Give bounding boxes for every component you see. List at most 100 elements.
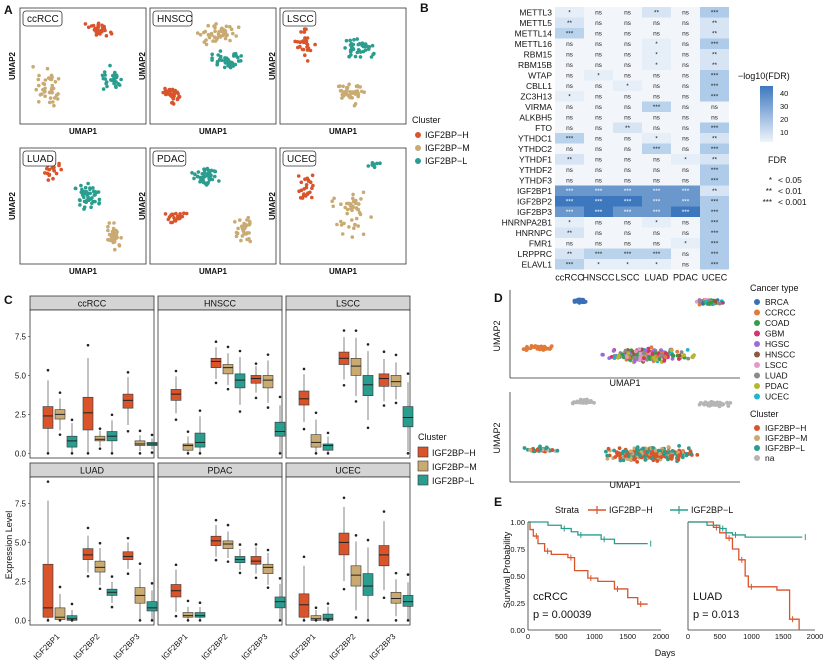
surv-pval: p = 0.00039 [533,609,591,621]
d-point [635,447,639,451]
outlier [70,452,74,455]
outlier [342,383,346,387]
umap-point [170,212,174,217]
umap-point [47,100,52,105]
outlier [46,452,50,455]
heatmap-cell [555,112,584,123]
heatmap-sig: *** [566,188,574,195]
heatmap-sig: ns [566,146,574,153]
umap-point [372,51,376,56]
heatmap-cell [613,164,642,175]
umap-point [229,27,234,32]
heatmap-cell [642,259,671,270]
umap-point [351,199,356,204]
heatmap-sig: * [655,41,658,48]
umap-point [210,58,214,62]
outlier [98,541,102,545]
strata-L: IGF2BP−L [691,505,733,515]
umap-point [94,33,99,37]
box [310,434,322,448]
c-legend-key [417,460,429,472]
outlier [150,451,154,454]
umap-point [43,171,47,175]
d-point [645,450,650,455]
heatmap-cell [613,133,642,144]
umap-point [217,30,221,34]
umap-point [99,28,104,33]
heatmap-cell [700,28,729,39]
heatmap-cell [671,196,700,207]
heatmap-sig: *** [711,199,719,206]
gene-tick: IGF2BP3 [112,632,142,661]
surv-ytick: 1.00 [510,518,525,527]
heatmap-sig: *** [711,251,719,258]
umap-point [234,34,238,38]
umap-point [88,186,92,190]
heatmap-sig: * [568,10,571,17]
umap-point [101,87,106,91]
heatmap-cell [613,70,642,81]
d-point [671,354,676,358]
c-legend-label: IGF2BP−M [432,462,477,472]
heatmap-cell [613,143,642,154]
outlier [302,555,306,559]
outlier [278,577,282,580]
umap-point [355,50,360,55]
y-tick: 0.0 [15,616,27,625]
umap-point [228,38,232,43]
d-legend1-dot [754,351,760,358]
heatmap-sig: * [684,157,687,164]
box [194,612,206,618]
box [338,532,350,556]
umap-point [204,38,208,42]
umap-point [103,28,107,33]
umap-point [218,49,223,53]
d-point [577,297,582,302]
d-legend2-label: IGF2BP−H [765,423,806,433]
umap-point [352,38,356,42]
box [402,595,414,607]
box [274,421,286,437]
umap-point [339,219,343,224]
d-point [685,348,690,352]
umap-point [43,78,48,82]
heatmap-sig: ns [682,230,690,237]
umap-point [351,90,356,94]
umap-title-box [152,150,187,167]
umap-point [34,87,38,92]
d-point [638,453,642,457]
outlier [382,404,386,407]
y-tick: 2.5 [15,577,27,586]
outlier [138,429,142,433]
heatmap-sig: *** [711,83,719,90]
d-point [643,348,648,353]
heatmap-sig: ** [712,31,718,38]
heatmap-cell [700,248,729,259]
box [82,548,94,560]
outlier [58,433,62,436]
umap-point [91,23,96,28]
umap-point [349,206,353,211]
umap-point [101,76,106,81]
box [298,593,310,618]
c-legend-label: IGF2BP−L [432,476,474,486]
facet-plot [157,476,283,626]
d-point [682,353,686,358]
outlier [198,601,202,605]
surv-ytick: 0.75 [510,545,525,554]
umap-point [304,27,308,32]
heatmap-sig: ns [566,62,574,69]
umap-point [351,196,355,201]
outlier [382,350,386,353]
umap-point [350,218,354,222]
outlier [382,596,386,600]
umap-point [245,237,249,242]
umap-point [195,174,200,179]
heatmap-sig: *** [711,167,719,174]
heatmap-cell [584,122,613,133]
d-point [666,445,671,449]
umap-point [298,40,303,45]
umap-point [210,52,214,57]
d-point [647,355,651,359]
fdr-symbol: *** [763,198,772,207]
